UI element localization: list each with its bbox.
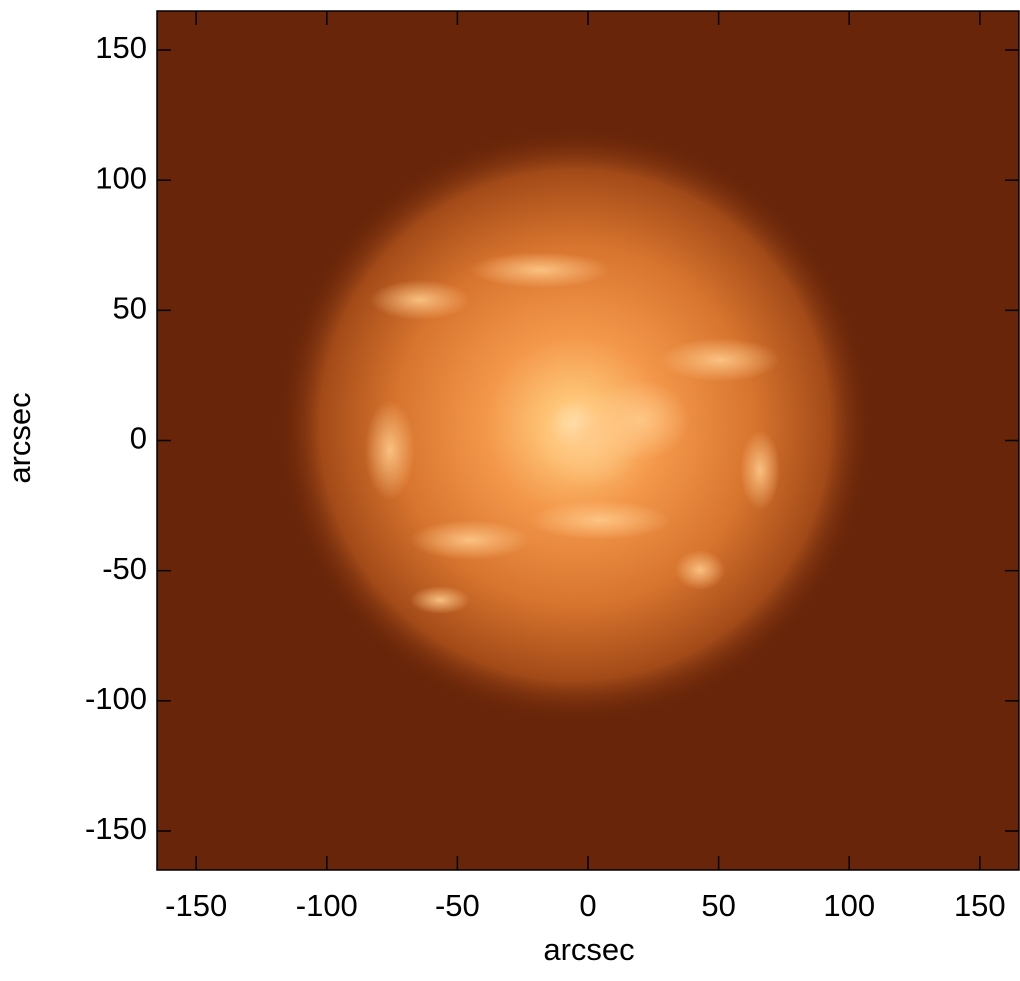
x-tick-label: 50 xyxy=(701,888,735,923)
x-tick-label: -50 xyxy=(435,888,480,923)
x-axis-label: arcsec xyxy=(543,932,634,967)
y-tick-label: 100 xyxy=(95,160,147,195)
x-tick-label: -150 xyxy=(165,888,227,923)
x-tick-label: 0 xyxy=(579,888,596,923)
x-tick-label: 100 xyxy=(823,888,875,923)
y-tick-label: -50 xyxy=(102,551,147,586)
galaxy-arms xyxy=(365,252,780,614)
y-tick-label: 150 xyxy=(95,30,147,65)
plot-area xyxy=(157,11,1019,870)
y-axis-label: arcsec xyxy=(2,392,37,483)
y-tick-label: 0 xyxy=(130,421,147,456)
x-tick-label: -100 xyxy=(296,888,358,923)
y-tick-label: -150 xyxy=(85,811,147,846)
y-tick-label: -100 xyxy=(85,681,147,716)
y-tick-label: 50 xyxy=(113,291,147,326)
x-tick-label: 150 xyxy=(954,888,1006,923)
